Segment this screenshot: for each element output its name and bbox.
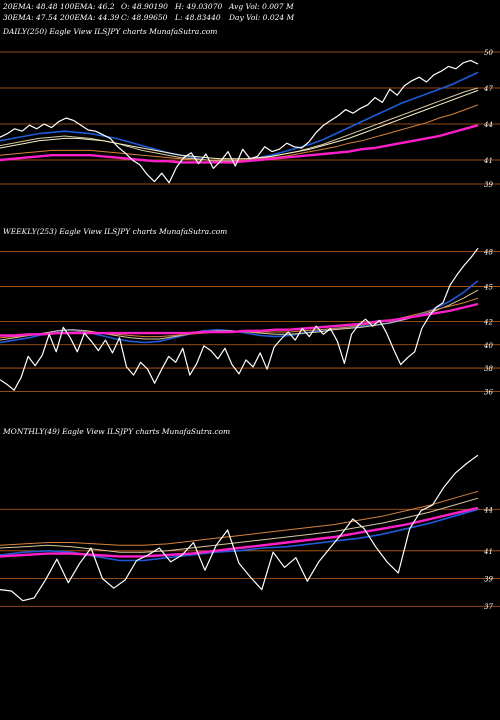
ema200-label: 200EMA: 44.39 bbox=[60, 13, 120, 22]
avg-vol-label: Avg Vol: 0.007 M bbox=[229, 2, 294, 11]
monthly-ema-slow-line bbox=[0, 506, 479, 558]
daily-y-tick-label: 47 bbox=[483, 85, 493, 93]
weekly-y-tick-label: 45 bbox=[483, 284, 493, 292]
weekly-y-tick-label: 42 bbox=[483, 319, 493, 327]
weekly-y-tick-label: 48 bbox=[483, 249, 493, 257]
monthly-y-tick-label: 41 bbox=[483, 548, 493, 556]
weekly-y-tick-label: 38 bbox=[484, 365, 493, 373]
monthly-chart-caption: MONTHLY(49) Eagle View ILSJPY charts Mun… bbox=[3, 427, 231, 436]
high-label: H: 49.03070 bbox=[175, 2, 223, 11]
close-label: C: 48.99650 bbox=[121, 13, 168, 22]
daily-chart-caption: DAILY(250) Eagle View ILSJPY charts Muna… bbox=[3, 27, 218, 36]
daily-y-tick-label: 50 bbox=[484, 49, 493, 57]
daily-y-tick-label: 44 bbox=[483, 121, 493, 129]
day-vol-label: Day Vol: 0.024 M bbox=[229, 13, 295, 22]
daily-y-tick-label: 41 bbox=[483, 157, 493, 165]
weekly-y-tick-label: 36 bbox=[484, 388, 493, 396]
weekly-ema-slow-line bbox=[0, 302, 479, 337]
ema20-label: 20EMA: 48.48 bbox=[3, 2, 58, 11]
daily-price-line bbox=[0, 59, 479, 184]
daily-ema-mid3-line bbox=[0, 104, 479, 161]
monthly-ema-mid1-line bbox=[0, 497, 479, 553]
monthly-y-tick-label: 37 bbox=[484, 603, 493, 611]
weekly-chart-caption: WEEKLY(253) Eagle View ILSJPY charts Mun… bbox=[3, 227, 228, 236]
weekly-y-tick-label: 40 bbox=[483, 342, 493, 350]
daily-ema-slow-line bbox=[0, 124, 479, 164]
monthly-y-tick-label: 44 bbox=[483, 506, 493, 514]
monthly-y-tick-label: 39 bbox=[484, 576, 493, 584]
ema30-label: 30EMA: 47.54 bbox=[3, 13, 58, 22]
monthly-price-line bbox=[0, 454, 479, 602]
weekly-price-line bbox=[0, 247, 479, 391]
low-label: L: 48.83440 bbox=[175, 13, 221, 22]
open-label: O: 48.90190 bbox=[121, 2, 168, 11]
monthly-ema-mid3-line bbox=[0, 490, 479, 546]
daily-y-tick-label: 39 bbox=[484, 181, 493, 189]
ema100-label: 100EMA: 46.2 bbox=[60, 2, 115, 11]
